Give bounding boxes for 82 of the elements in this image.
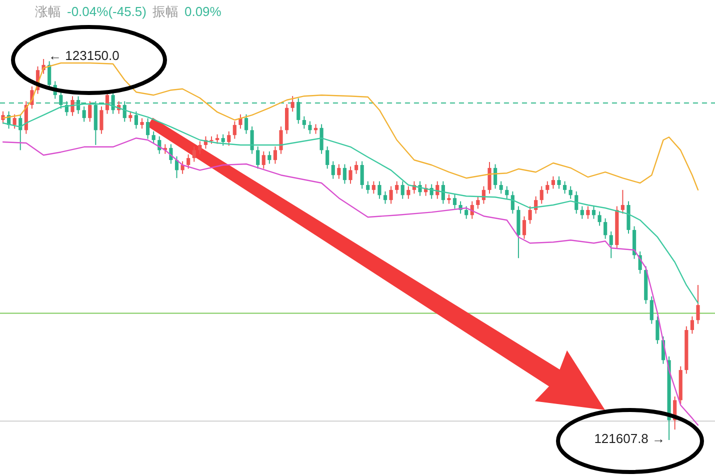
candlestick (580, 206, 584, 220)
candlestick (215, 134, 220, 144)
candlestick (146, 118, 150, 140)
candlestick (586, 206, 590, 220)
candlestick (88, 100, 92, 122)
candlestick (609, 230, 613, 259)
candlestick (568, 186, 572, 200)
candlestick (12, 114, 16, 130)
candlestick (250, 126, 254, 154)
text: -0.04%(-45.5) (67, 4, 146, 19)
candlestick (192, 146, 196, 162)
candlestick (256, 146, 260, 170)
text: 涨幅 (35, 4, 61, 19)
candlestick (366, 180, 370, 194)
candlestick (592, 206, 596, 220)
candlestick (152, 130, 156, 144)
candlestick (320, 124, 324, 154)
text: 振幅 (152, 4, 178, 19)
candlestick (395, 180, 399, 194)
candlestick (70, 96, 74, 116)
candlestick (326, 146, 330, 170)
candlestick (284, 104, 289, 134)
candlestick (100, 106, 104, 134)
candlestick (620, 189, 625, 214)
candlestick (656, 316, 660, 344)
candlestick (1, 110, 5, 124)
candlestick (337, 164, 341, 180)
candlestick (488, 162, 492, 194)
candlestick (378, 180, 382, 200)
candlestick (227, 130, 231, 146)
candlestick (650, 296, 654, 324)
annotation: ← 123150.0 (48, 48, 120, 63)
candlestick (452, 194, 457, 210)
candlestick (551, 176, 556, 190)
candlestick (198, 140, 202, 154)
text: 0.09% (184, 4, 222, 19)
candlestick (510, 190, 514, 214)
candlestick (82, 106, 86, 122)
candlestick (128, 110, 132, 122)
candlestick (604, 218, 608, 240)
candlestick (546, 180, 550, 194)
candlestick (574, 190, 578, 214)
candlestick (348, 166, 352, 184)
candlestick (342, 164, 347, 184)
candlestick (360, 160, 364, 190)
candlestick (505, 186, 509, 200)
candlestick (268, 150, 272, 164)
candlestick (290, 96, 294, 112)
candlestick (238, 114, 242, 130)
candlestick (476, 196, 480, 210)
candlestick (273, 146, 278, 164)
candlestick (180, 160, 184, 174)
candlestick (522, 216, 526, 240)
candlestick (400, 180, 404, 200)
candlestick (696, 284, 700, 324)
candlestick (499, 180, 503, 194)
candlestick (140, 118, 144, 130)
candlestick (383, 190, 388, 204)
candlestick (186, 154, 190, 170)
candlestick (389, 186, 393, 204)
candlestick (406, 186, 410, 200)
candlestick (562, 180, 567, 194)
annotation: 121607.8 → (594, 431, 666, 446)
candlestick (169, 144, 173, 164)
candlestick (372, 180, 376, 194)
candlestick (447, 194, 451, 204)
candlestick (528, 206, 532, 224)
candlestick (690, 316, 694, 334)
candlestick (302, 116, 306, 130)
candlestick (598, 210, 602, 226)
candlestick (232, 120, 236, 140)
candlestick (221, 134, 225, 146)
candlestick (331, 160, 335, 180)
candlestick (464, 206, 468, 220)
candlestick (262, 150, 266, 170)
candlestick (308, 120, 312, 134)
candlestick (540, 186, 544, 204)
candlestick (279, 126, 283, 154)
candlestick (244, 114, 248, 134)
candlestick (134, 110, 138, 130)
candlestick (557, 176, 561, 190)
candlestick (354, 160, 358, 174)
